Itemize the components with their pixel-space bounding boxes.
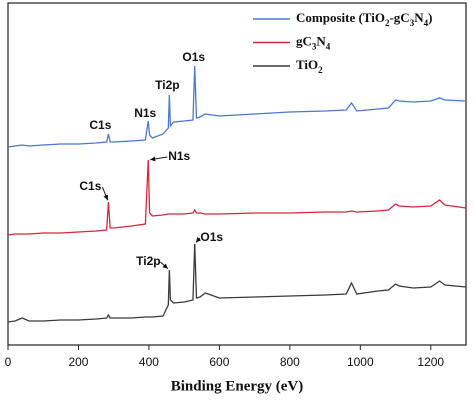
x-tick-label: 1000 <box>347 355 374 369</box>
series-line <box>7 243 467 323</box>
x-tick-label: 400 <box>139 355 159 369</box>
x-tick-label: 600 <box>209 355 229 369</box>
x-tick-label: 800 <box>280 355 300 369</box>
x-tick-label: 0 <box>5 355 12 369</box>
series-line <box>7 159 467 236</box>
peak-label: O1s <box>182 50 205 64</box>
peak-label: Ti2p <box>155 78 179 92</box>
x-tick-label: 1200 <box>417 355 444 369</box>
x-tick-label: 200 <box>68 355 88 369</box>
legend-label: TiO2 <box>296 57 323 75</box>
legend-label: Composite (TiO2-gC3N4) <box>296 10 432 28</box>
peak-arrowhead <box>196 237 202 243</box>
peak-arrowhead <box>162 263 168 269</box>
peak-label: O1s <box>200 230 223 244</box>
x-axis-label: Binding Energy (eV) <box>171 378 304 394</box>
peak-label: C1s <box>79 179 101 193</box>
peak-arrowhead <box>103 194 109 201</box>
peak-label: N1s <box>168 149 190 163</box>
peak-arrowhead <box>150 156 156 162</box>
series-line <box>7 65 467 148</box>
plot-frame <box>7 2 467 346</box>
peak-label: Ti2p <box>136 254 160 268</box>
legend-label: gC3N4 <box>296 33 331 51</box>
peak-label: N1s <box>134 106 156 120</box>
peak-label: C1s <box>89 118 111 132</box>
